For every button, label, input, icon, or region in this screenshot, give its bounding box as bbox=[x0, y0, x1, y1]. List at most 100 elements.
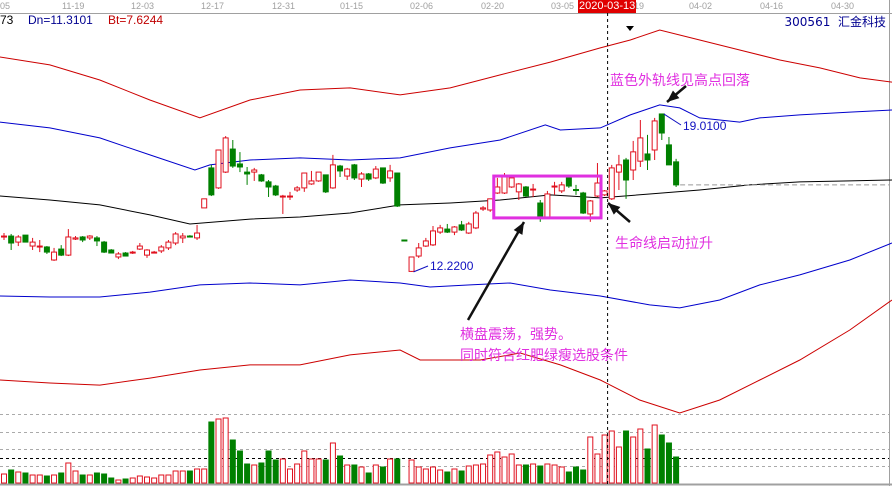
volume-bar bbox=[437, 469, 444, 484]
volume-bar bbox=[394, 458, 401, 484]
candle-up bbox=[194, 232, 201, 239]
volume-bar bbox=[194, 468, 201, 484]
volume-bar bbox=[365, 472, 372, 484]
volume-bar bbox=[201, 468, 208, 484]
volume-bar bbox=[601, 434, 608, 484]
volume-bar bbox=[58, 472, 65, 484]
stock-title: 300561 汇金科技 bbox=[785, 13, 886, 30]
volume-bar bbox=[265, 450, 272, 484]
candle-up bbox=[387, 170, 394, 179]
candle-up bbox=[215, 149, 222, 189]
volume-bar bbox=[623, 430, 630, 484]
volume-bar bbox=[29, 474, 36, 484]
candle-up bbox=[279, 195, 286, 198]
candle-up bbox=[608, 167, 615, 200]
candle-up bbox=[36, 245, 43, 248]
candle-up bbox=[29, 241, 36, 247]
candle-up bbox=[501, 176, 508, 194]
candle-down bbox=[573, 189, 579, 192]
candle-down bbox=[244, 171, 251, 175]
candle-up bbox=[65, 236, 72, 256]
candle-up bbox=[551, 185, 558, 188]
volume-bar bbox=[308, 458, 315, 484]
volume-bar bbox=[465, 465, 472, 484]
date-tick: 01-15 bbox=[340, 1, 364, 11]
volume-bar bbox=[522, 464, 529, 484]
volume-bar bbox=[51, 474, 58, 484]
volume-bar bbox=[537, 465, 544, 484]
volume-bar bbox=[615, 446, 622, 484]
candle-down bbox=[673, 161, 680, 186]
candle-up bbox=[601, 190, 608, 196]
volume-bar bbox=[544, 463, 551, 484]
candle-down bbox=[444, 228, 451, 233]
candle-up bbox=[358, 173, 365, 180]
candle-down bbox=[93, 237, 100, 242]
high-price-label: 19.0100 bbox=[683, 119, 727, 133]
candle-up bbox=[287, 195, 293, 198]
candle-down bbox=[208, 167, 215, 196]
stock-name: 汇金科技 bbox=[837, 15, 886, 29]
candle-up bbox=[201, 198, 208, 209]
indicator-prefix: 73 bbox=[0, 13, 14, 27]
candle-down bbox=[665, 144, 672, 166]
candle-down bbox=[186, 235, 193, 238]
volume-bar bbox=[43, 475, 50, 484]
volume-bar bbox=[186, 470, 193, 484]
candle-up bbox=[465, 223, 472, 234]
volume-bar bbox=[587, 436, 594, 484]
volume-bar bbox=[101, 473, 108, 484]
volume-bar bbox=[158, 474, 165, 484]
candle-down bbox=[365, 173, 372, 180]
volume-bar bbox=[565, 471, 572, 484]
candle-up bbox=[630, 151, 637, 171]
cursor-date-label: 2020-03-13 bbox=[578, 0, 637, 13]
volume-bar bbox=[144, 476, 150, 484]
volume-bar bbox=[301, 450, 308, 484]
date-tick: 02-20 bbox=[481, 1, 505, 11]
band-line-middle bbox=[0, 179, 892, 225]
volume-bar bbox=[65, 462, 72, 484]
candle-up bbox=[179, 235, 186, 239]
candle-down bbox=[580, 192, 587, 214]
volume-bar bbox=[358, 466, 365, 484]
volume-bar bbox=[337, 455, 344, 484]
candle-down bbox=[658, 113, 665, 134]
candle-up bbox=[329, 164, 336, 189]
candle-down bbox=[108, 249, 115, 254]
candle-down bbox=[79, 236, 86, 241]
volume-bar bbox=[244, 463, 251, 484]
volume-bar bbox=[451, 468, 458, 484]
candle-up bbox=[372, 168, 379, 179]
candle-down bbox=[644, 153, 651, 161]
candle-up bbox=[136, 245, 143, 250]
volume-bar bbox=[573, 466, 579, 484]
high-label-leader bbox=[663, 113, 682, 126]
candle-down bbox=[394, 172, 401, 207]
candle-down bbox=[623, 159, 630, 181]
date-tick: 12-03 bbox=[131, 1, 155, 11]
bt-value: Bt=7.6244 bbox=[108, 13, 164, 27]
volume-bar bbox=[630, 436, 637, 484]
low-price-label: 12.2200 bbox=[430, 259, 474, 273]
volume-bar bbox=[494, 451, 501, 484]
volume-bar bbox=[15, 471, 22, 484]
volume-bar bbox=[487, 454, 494, 484]
volume-bar bbox=[458, 470, 465, 484]
band-line-lower-outer bbox=[0, 299, 892, 414]
volume-bar bbox=[251, 464, 258, 484]
volume-bar bbox=[430, 466, 436, 484]
life-line-arrow-head-icon bbox=[608, 203, 621, 215]
candle-up bbox=[51, 251, 58, 261]
candle-up bbox=[451, 226, 458, 233]
date-tick: 05 bbox=[0, 1, 11, 11]
volume-bar bbox=[422, 468, 429, 484]
volume-bar bbox=[379, 466, 386, 484]
candle-up bbox=[637, 137, 644, 162]
date-tick: 02-06 bbox=[410, 1, 434, 11]
candle-down bbox=[43, 246, 50, 253]
date-tick: 11-19 bbox=[62, 1, 85, 11]
volume-bar bbox=[22, 472, 29, 484]
